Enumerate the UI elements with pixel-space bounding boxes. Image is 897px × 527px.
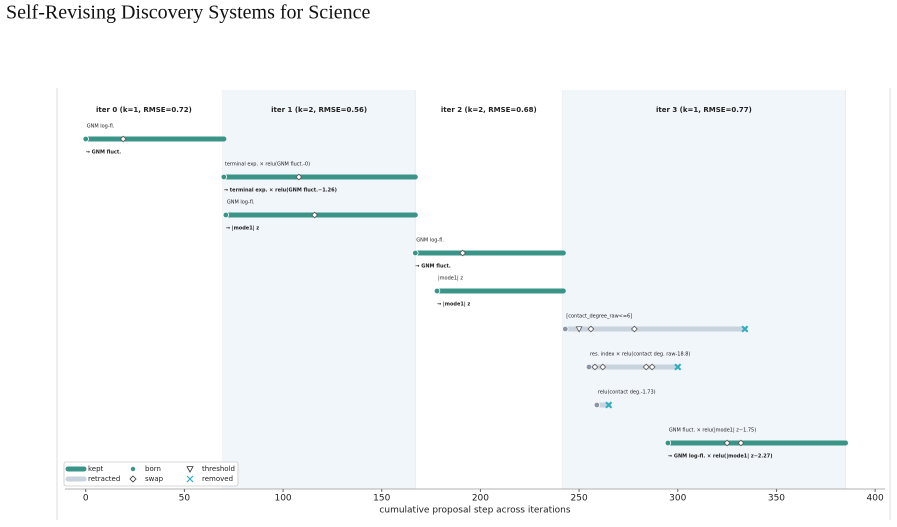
row-label: GNM log-fl.	[227, 200, 255, 206]
iteration-label: iter 0 (k=1, RMSE=0.72)	[96, 106, 192, 114]
row-label: |mode1| z	[438, 276, 463, 282]
born-marker	[220, 173, 228, 181]
removed-marker	[605, 401, 613, 409]
swap-marker	[295, 173, 303, 181]
removed-marker	[741, 325, 749, 333]
swap-marker	[642, 363, 650, 371]
row-result: → |mode1| z	[437, 302, 470, 308]
iteration-band	[562, 90, 846, 489]
born-marker	[412, 249, 419, 257]
row-result: → |mode1| z	[226, 226, 259, 232]
swap-marker	[648, 363, 656, 371]
x-tick-label: 50	[179, 494, 191, 504]
row-result: → GNM fluct.	[86, 150, 122, 156]
row-label: [contact_degree_raw<=6]	[566, 314, 632, 320]
swap-marker	[119, 135, 127, 143]
born-marker	[593, 401, 601, 409]
iteration-band	[222, 90, 416, 489]
iteration-label: iter 1 (k=2, RMSE=0.56)	[271, 106, 367, 114]
iteration-label: iter 2 (k=2, RMSE=0.68)	[441, 106, 537, 114]
chart-title: Self-Revising Discovery Systems for Scie…	[6, 2, 370, 24]
swap-marker	[630, 325, 638, 333]
born-marker	[222, 211, 230, 219]
born-marker	[433, 287, 441, 295]
swap-marker	[737, 439, 745, 447]
x-tick-label: 300	[669, 494, 686, 504]
born-marker	[585, 363, 593, 371]
swap-marker	[587, 325, 595, 333]
legend-label: kept	[88, 465, 104, 473]
x-tick-label: 0	[83, 494, 89, 504]
x-tick-label: 100	[274, 494, 291, 504]
legend-label: removed	[202, 475, 233, 483]
row-label: terminal exp. × relu(GNM fluct.-0)	[225, 162, 310, 168]
legend-swatch	[130, 466, 136, 472]
row-label: GNM log-fl.	[416, 238, 444, 244]
iteration-label: iter 3 (k=1, RMSE=0.77)	[656, 106, 752, 114]
swap-marker	[723, 439, 731, 447]
row-label: GNM fluct. × relu(|mode1| z−1.75)	[669, 428, 756, 434]
x-tick-label: 350	[768, 494, 785, 504]
row-result: → terminal exp. × relu(GNM fluct.−1.26)	[224, 188, 337, 194]
x-tick-label: 200	[472, 494, 489, 504]
x-axis-label: cumulative proposal step across iteratio…	[379, 506, 570, 516]
legend-label: born	[145, 465, 161, 473]
legend-label: retracted	[88, 475, 120, 483]
removed-marker	[674, 363, 682, 371]
x-tick-label: 150	[373, 494, 390, 504]
legend-label: threshold	[202, 465, 235, 473]
row-result: → GNM fluct.	[415, 264, 451, 270]
born-marker	[82, 135, 89, 143]
row-label: GNM log-fl.	[87, 124, 115, 130]
row-label: res. index × relu(contact deg. raw-18.8)	[590, 352, 690, 358]
legend-box	[63, 461, 239, 487]
swap-marker	[459, 249, 467, 257]
row-result: → GNM log-fl. × relu(|mode1| z−2.27)	[668, 454, 773, 460]
legend-swatch	[186, 466, 194, 473]
x-tick-label: 250	[571, 494, 588, 504]
born-marker	[664, 439, 672, 447]
legend-swatch	[186, 475, 194, 483]
x-tick-label: 400	[867, 494, 884, 504]
legend-label: swap	[145, 475, 164, 483]
row-label: relu(contact deg.-1.73)	[598, 390, 656, 396]
legend-swatch	[129, 475, 137, 483]
swap-marker	[311, 211, 319, 219]
threshold-marker	[575, 326, 583, 333]
swap-marker	[599, 363, 607, 371]
born-marker	[562, 325, 569, 333]
swap-marker	[591, 363, 599, 371]
